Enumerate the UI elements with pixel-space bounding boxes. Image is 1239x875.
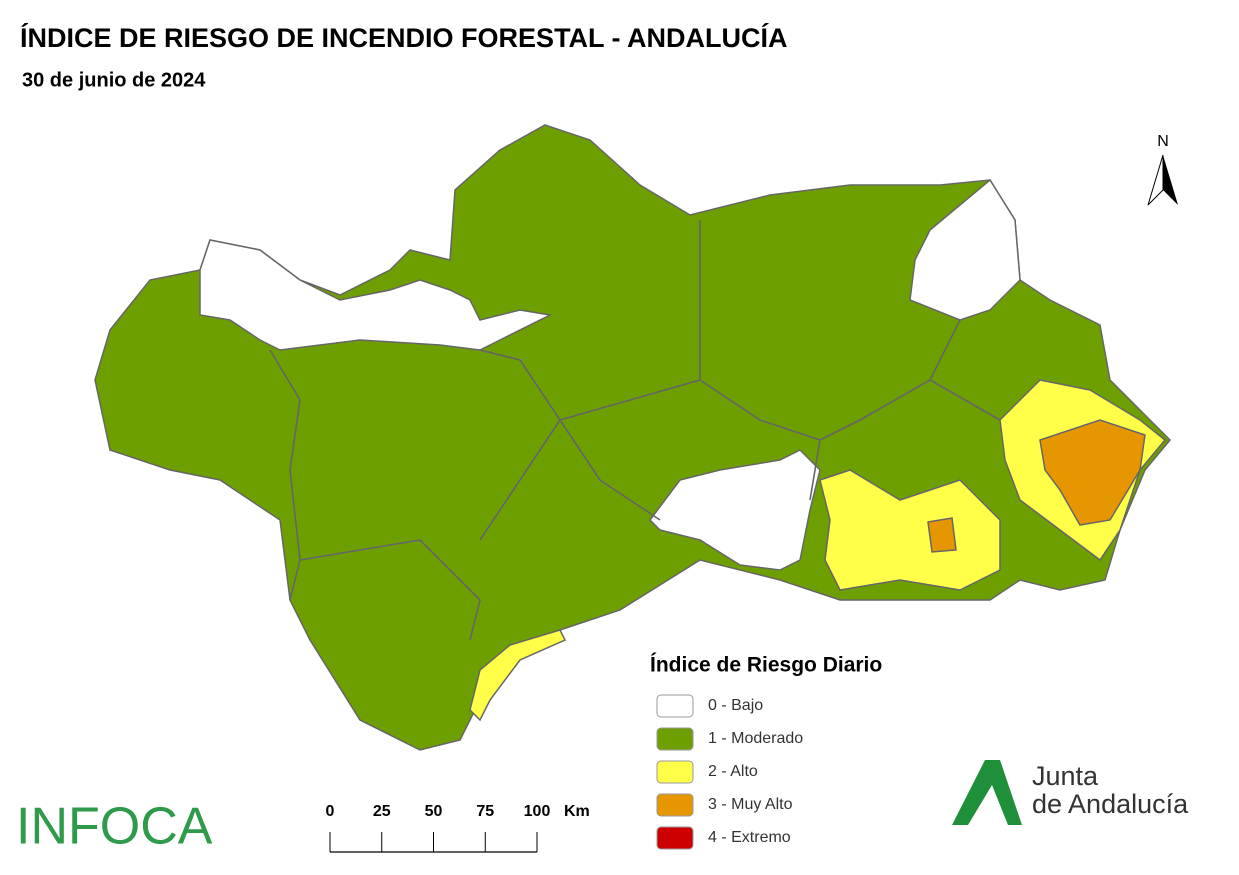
- subtitle: 30 de junio de 2024: [22, 69, 206, 91]
- junta-logo-text: de Andalucía: [1032, 789, 1189, 819]
- map: [94, 124, 1172, 751]
- region: [927, 517, 957, 553]
- legend-swatch: [656, 694, 694, 718]
- infoca-logo: INFOCA: [16, 798, 213, 856]
- region: [909, 178, 1021, 321]
- legend-swatch: [656, 727, 694, 751]
- junta-logo-text: Junta: [1032, 761, 1099, 791]
- scale-tick-label: 25: [373, 803, 391, 820]
- scale-tick-label: 75: [476, 803, 494, 820]
- region: [1039, 419, 1146, 526]
- north-arrow: [1163, 155, 1178, 205]
- legend-title: Índice de Riesgo Diario: [650, 654, 882, 677]
- title: ÍNDICE DE RIESGO DE INCENDIO FORESTAL - …: [20, 22, 788, 53]
- legend-label: 1 - Moderado: [708, 730, 803, 747]
- legend-label: 2 - Alto: [708, 763, 758, 780]
- legend: 0 - Bajo 1 - Moderado 2 - Alto 3 - Muy Alto…: [656, 694, 803, 850]
- legend-label: 0 - Bajo: [708, 697, 763, 714]
- north-label: N: [1157, 133, 1169, 150]
- north-arrow: [1147, 154, 1164, 206]
- legend-label: 3 - Muy Alto: [708, 796, 793, 813]
- scale-tick-label: 100: [524, 803, 551, 820]
- scale-bar: 0 25 50 75 100 Km: [326, 803, 590, 853]
- legend-swatch: [656, 793, 694, 817]
- scale-tick-label: 0: [326, 803, 335, 820]
- junta-logo-mark: [952, 760, 1022, 825]
- legend-swatch: [656, 826, 694, 850]
- region: [819, 469, 1001, 591]
- scale-unit: Km: [564, 803, 590, 820]
- legend-label: 4 - Extremo: [708, 829, 791, 846]
- region: [469, 629, 567, 722]
- region: [649, 449, 821, 571]
- scale-tick-label: 50: [425, 803, 443, 820]
- region: [199, 239, 553, 351]
- legend-swatch: [656, 760, 694, 784]
- region: [94, 124, 1172, 751]
